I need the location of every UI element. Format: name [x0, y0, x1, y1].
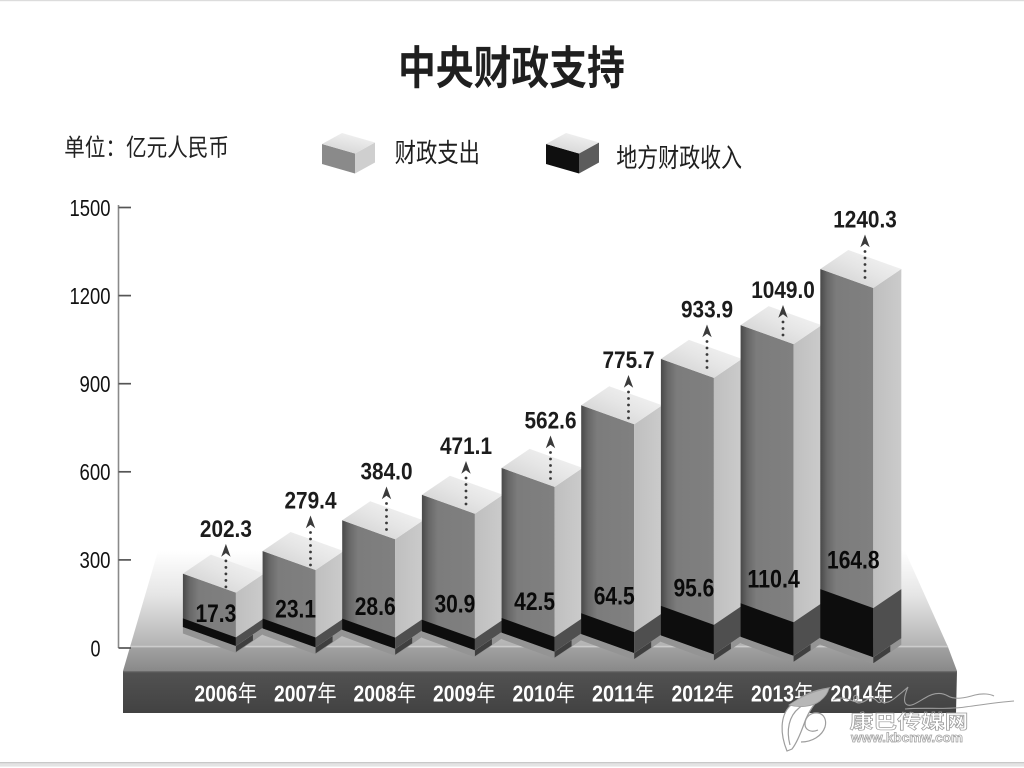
svg-text:0: 0	[91, 635, 101, 661]
svg-text:2014: 2014	[831, 681, 874, 707]
svg-text:202.3: 202.3	[200, 516, 252, 543]
svg-text:2007: 2007	[274, 681, 317, 707]
svg-text:2013: 2013	[751, 681, 794, 707]
svg-text:42.5: 42.5	[514, 588, 555, 616]
svg-text:562.6: 562.6	[525, 408, 577, 435]
svg-text:2006: 2006	[194, 681, 237, 707]
svg-text:2008: 2008	[354, 681, 397, 707]
svg-text:2012: 2012	[672, 681, 715, 707]
svg-text:471.1: 471.1	[440, 433, 492, 460]
svg-text:933.9: 933.9	[681, 297, 733, 324]
svg-text:64.5: 64.5	[594, 583, 635, 611]
svg-text:600: 600	[80, 459, 111, 485]
svg-text:2011: 2011	[592, 681, 635, 707]
svg-text:17.3: 17.3	[195, 600, 236, 628]
svg-text:1240.3: 1240.3	[833, 207, 897, 234]
svg-text:1200: 1200	[70, 283, 111, 309]
svg-text:110.4: 110.4	[747, 566, 800, 594]
svg-text:www.kbcmw.com: www.kbcmw.com	[850, 730, 963, 745]
svg-text:1500: 1500	[70, 195, 111, 221]
svg-text:1049.0: 1049.0	[751, 277, 815, 304]
svg-text:164.8: 164.8	[827, 547, 880, 575]
svg-text:384.0: 384.0	[361, 459, 413, 486]
svg-text:30.9: 30.9	[434, 591, 475, 619]
svg-text:95.6: 95.6	[673, 575, 714, 603]
svg-text:300: 300	[80, 547, 111, 573]
svg-text:2009: 2009	[433, 681, 476, 707]
svg-text:23.1: 23.1	[275, 595, 316, 623]
svg-text:775.7: 775.7	[603, 347, 655, 374]
svg-text:2010: 2010	[513, 681, 556, 707]
svg-text:279.4: 279.4	[285, 488, 338, 515]
svg-text:28.6: 28.6	[355, 593, 396, 621]
svg-text:900: 900	[80, 371, 111, 397]
